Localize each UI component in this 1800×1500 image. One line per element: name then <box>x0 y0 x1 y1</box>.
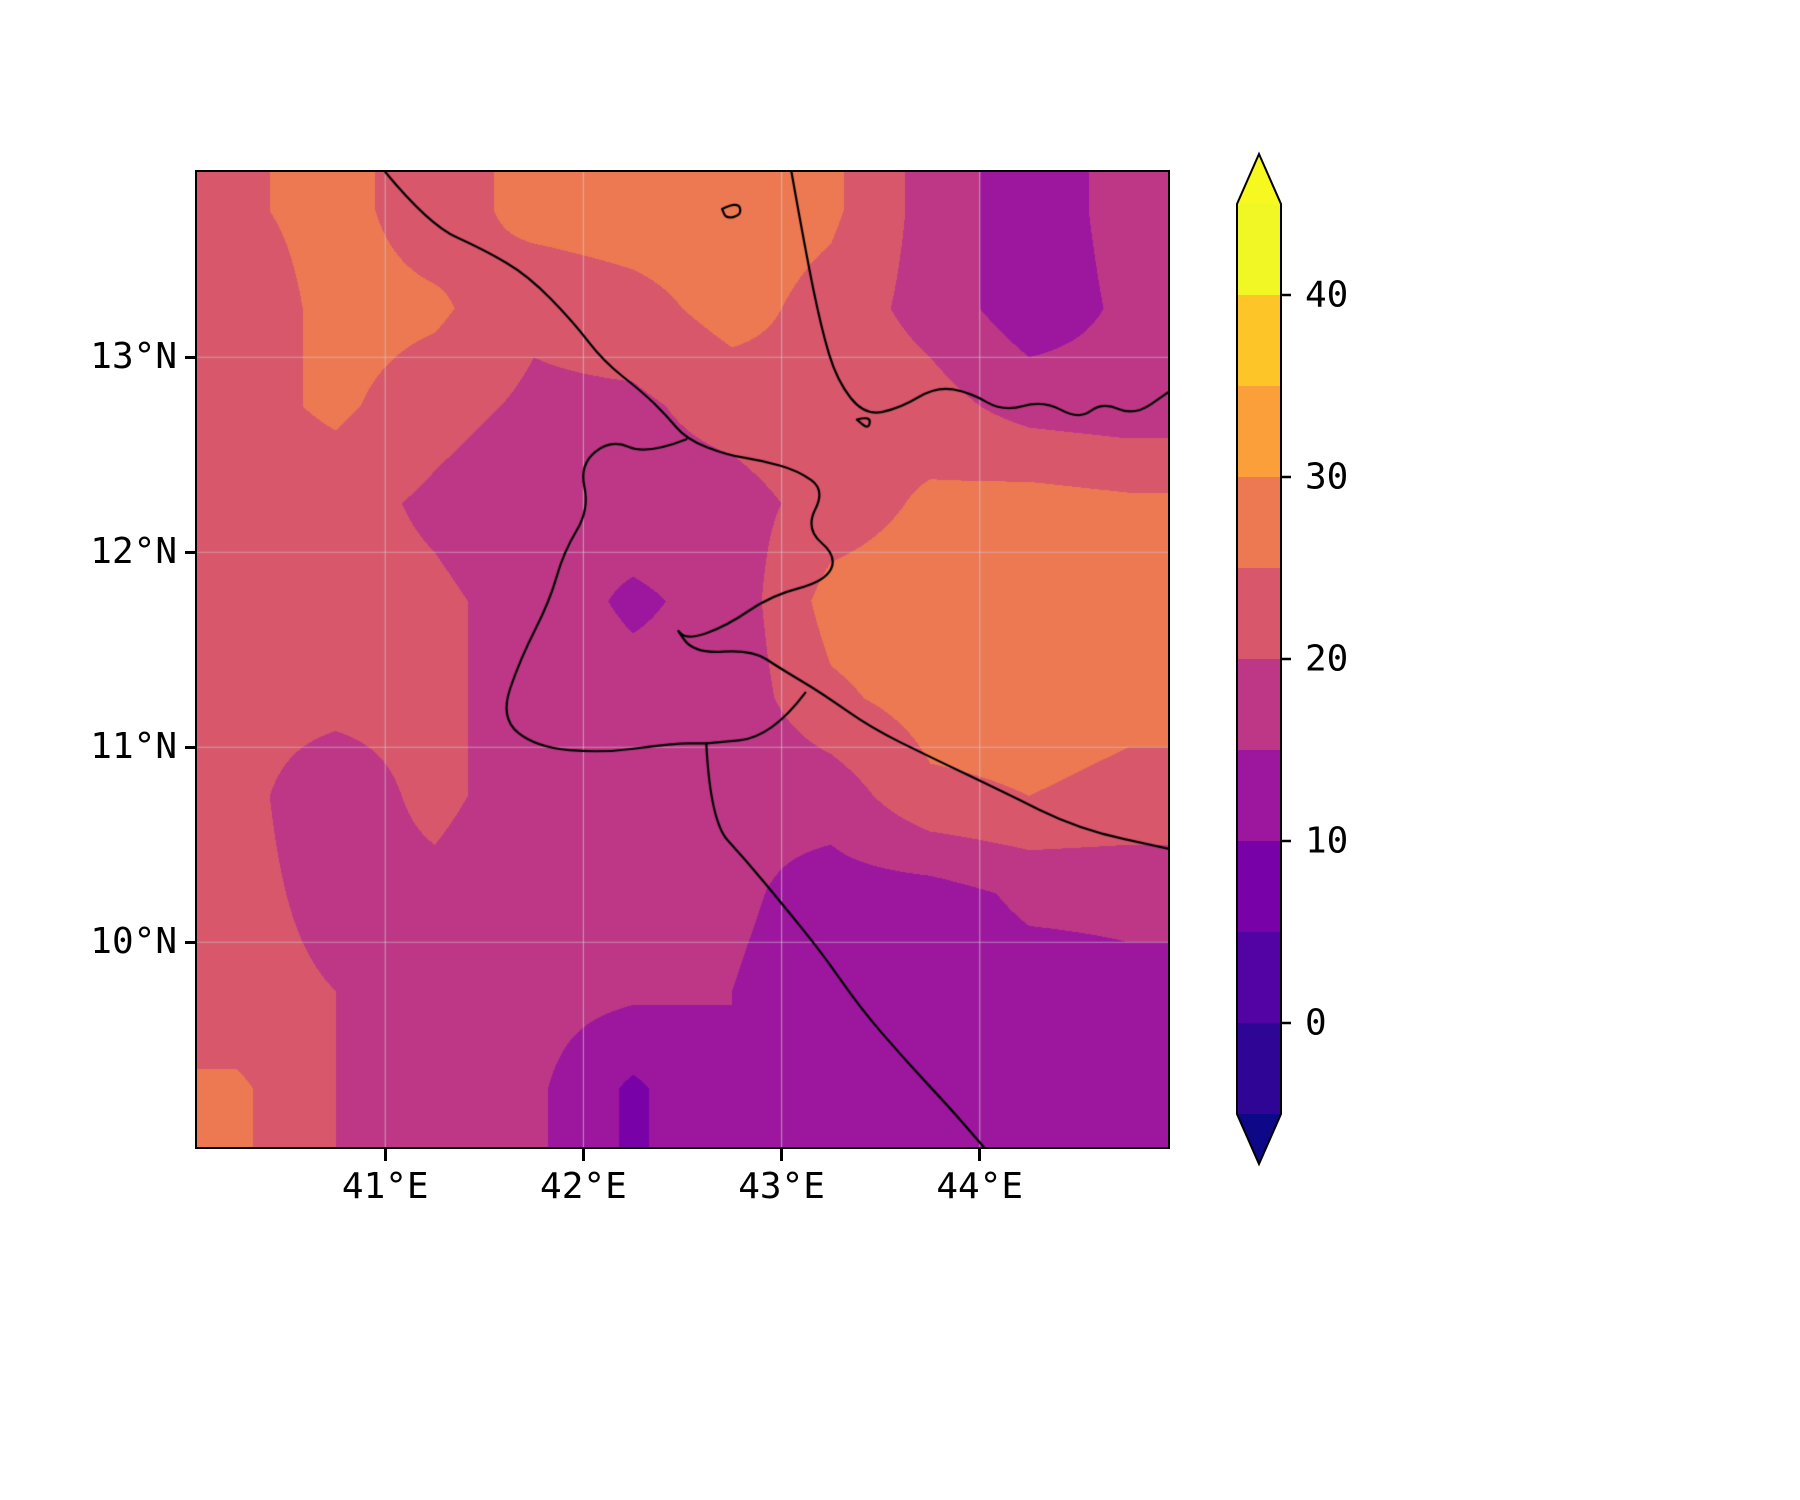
x-tick-label: 43°E <box>738 1166 825 1207</box>
colorbar-band <box>1237 568 1281 659</box>
x-tick-label: 41°E <box>341 1166 429 1207</box>
colorbar-band <box>1237 477 1281 568</box>
colorbar-band <box>1237 295 1281 386</box>
colorbar-band <box>1237 386 1281 477</box>
colorbar-band <box>1237 659 1281 750</box>
x-tick-mark <box>581 1149 585 1161</box>
x-tick-label: 44°E <box>936 1166 1024 1207</box>
y-tick-mark <box>185 550 197 554</box>
y-tick-label: 12°N <box>90 531 177 573</box>
temperature-field-canvas <box>197 172 1168 1147</box>
x-tick-label: 42°E <box>540 1166 627 1207</box>
y-tick-label: 13°N <box>90 336 177 378</box>
x-tick-mark <box>383 1149 387 1161</box>
map-plot <box>195 170 1170 1149</box>
y-tick-mark <box>185 745 197 749</box>
colorbar-band <box>1237 750 1281 841</box>
colorbar: 0 10 20 30 40 <box>1236 151 1348 1167</box>
x-tick-mark <box>978 1149 982 1161</box>
colorbar-tick-label: 20 <box>1305 639 1348 680</box>
colorbar-over-arrow <box>1237 154 1281 204</box>
y-tick-label: 11°N <box>90 726 177 768</box>
y-tick-mark <box>185 355 197 359</box>
colorbar-tick-label: 30 <box>1305 457 1348 498</box>
colorbar-tick-label: 10 <box>1305 821 1348 862</box>
colorbar-tick-label: 0 <box>1305 1003 1327 1044</box>
colorbar-band <box>1237 1023 1281 1114</box>
colorbar-band <box>1237 204 1281 295</box>
colorbar-under-arrow <box>1237 1114 1281 1164</box>
colorbar-band <box>1237 932 1281 1023</box>
colorbar-band <box>1237 841 1281 932</box>
colorbar-outline <box>1236 151 1282 1167</box>
y-tick-label: 10°N <box>90 921 177 963</box>
x-tick-mark <box>780 1149 784 1161</box>
y-tick-mark <box>185 940 197 944</box>
colorbar-tick-label: 40 <box>1305 275 1348 316</box>
